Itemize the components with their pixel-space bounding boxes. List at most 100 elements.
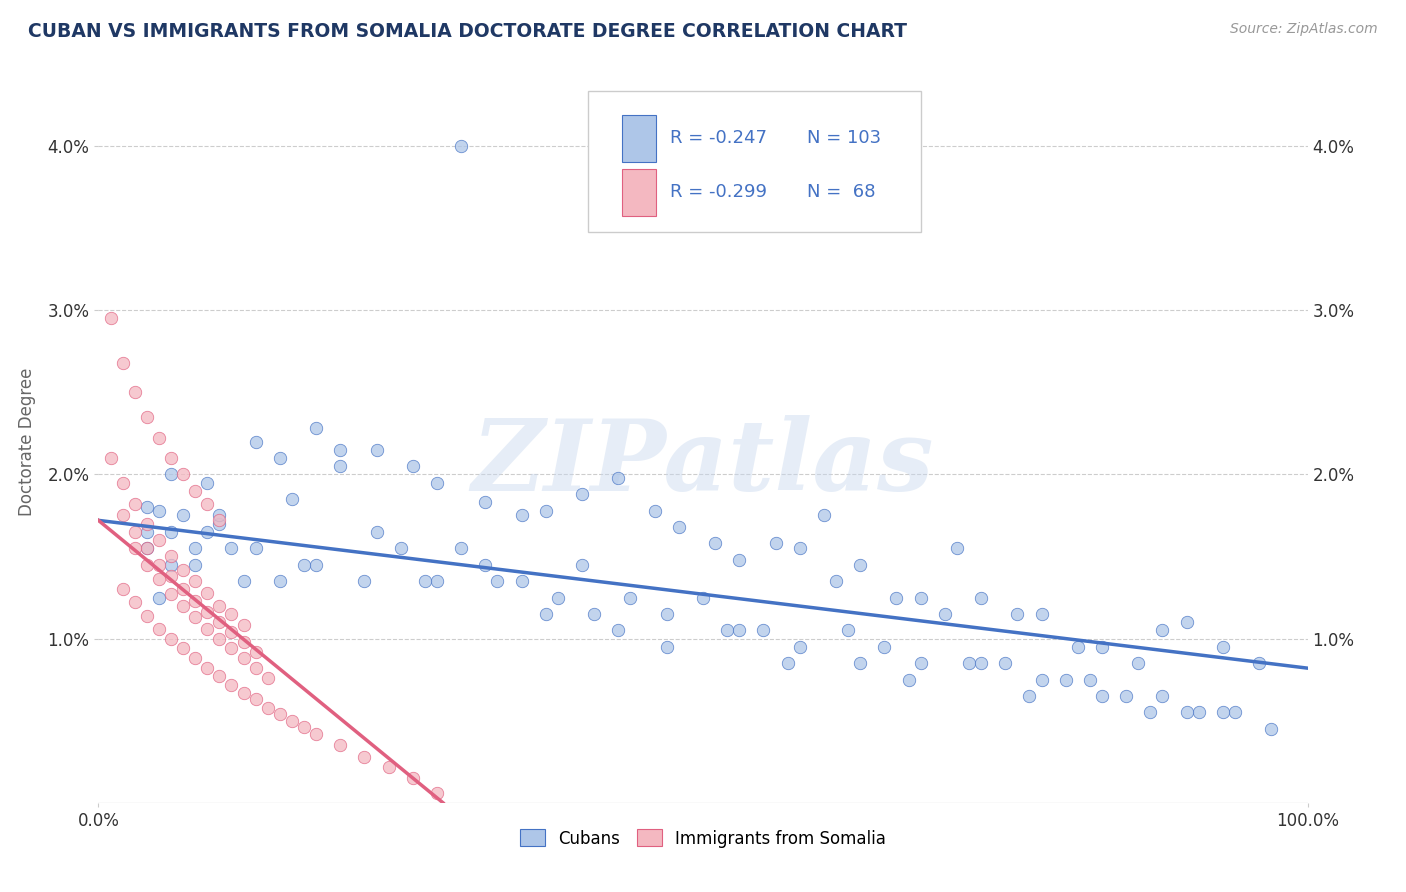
Point — [221, 607, 243, 621]
Point — [510, 574, 533, 588]
Point — [655, 607, 678, 621]
Point — [124, 595, 146, 609]
Point — [789, 640, 811, 654]
Point — [245, 434, 267, 449]
Point — [728, 624, 751, 638]
Point — [160, 524, 183, 539]
Point — [256, 671, 278, 685]
Legend: Cubans, Immigrants from Somalia: Cubans, Immigrants from Somalia — [512, 821, 894, 856]
Point — [1152, 689, 1174, 703]
Point — [135, 541, 157, 556]
Point — [1139, 706, 1161, 720]
Point — [160, 558, 183, 572]
Point — [1260, 722, 1282, 736]
Point — [655, 640, 678, 654]
Point — [486, 574, 509, 588]
Point — [402, 459, 425, 474]
Point — [100, 311, 122, 326]
Point — [148, 573, 170, 587]
Point — [172, 599, 194, 613]
Point — [534, 607, 557, 621]
Point — [607, 470, 630, 484]
Point — [208, 669, 231, 683]
Point — [135, 500, 157, 515]
Point — [256, 700, 278, 714]
Point — [184, 541, 207, 556]
Point — [1188, 706, 1211, 720]
Point — [148, 622, 170, 636]
Point — [571, 558, 593, 572]
Text: N =  68: N = 68 — [807, 183, 876, 202]
Text: CUBAN VS IMMIGRANTS FROM SOMALIA DOCTORATE DEGREE CORRELATION CHART: CUBAN VS IMMIGRANTS FROM SOMALIA DOCTORA… — [28, 22, 907, 41]
Point — [195, 524, 218, 539]
Point — [377, 760, 399, 774]
Point — [704, 536, 727, 550]
Point — [389, 541, 412, 556]
Point — [184, 558, 207, 572]
Point — [292, 720, 315, 734]
Point — [547, 591, 569, 605]
Point — [245, 645, 267, 659]
Point — [934, 607, 956, 621]
Point — [1115, 689, 1137, 703]
Point — [571, 487, 593, 501]
Point — [413, 574, 436, 588]
Point — [1175, 706, 1198, 720]
Point — [232, 618, 254, 632]
Point — [1091, 689, 1114, 703]
Point — [148, 558, 170, 572]
Point — [160, 549, 183, 564]
Point — [135, 524, 157, 539]
Point — [450, 541, 472, 556]
Point — [208, 599, 231, 613]
Point — [402, 771, 425, 785]
Point — [111, 475, 134, 490]
Point — [245, 541, 267, 556]
Point — [1175, 615, 1198, 630]
Point — [281, 491, 304, 506]
Point — [184, 610, 207, 624]
Point — [208, 615, 231, 630]
Point — [1212, 706, 1234, 720]
Point — [135, 541, 157, 556]
Point — [910, 657, 932, 671]
Point — [813, 508, 835, 523]
Point — [221, 641, 243, 656]
Point — [692, 591, 714, 605]
Point — [728, 553, 751, 567]
Point — [957, 657, 980, 671]
Point — [135, 516, 157, 531]
Point — [946, 541, 969, 556]
Point — [765, 536, 787, 550]
Point — [583, 607, 606, 621]
Point — [269, 707, 291, 722]
Point — [208, 516, 231, 531]
Point — [111, 508, 134, 523]
Point — [426, 786, 449, 800]
Point — [281, 714, 304, 728]
Point — [1212, 640, 1234, 654]
Point — [172, 563, 194, 577]
Point — [172, 508, 194, 523]
Point — [1091, 640, 1114, 654]
Text: Source: ZipAtlas.com: Source: ZipAtlas.com — [1230, 22, 1378, 37]
FancyBboxPatch shape — [621, 169, 655, 216]
Point — [910, 591, 932, 605]
Point — [135, 558, 157, 572]
Point — [970, 657, 993, 671]
Point — [148, 533, 170, 547]
Point — [994, 657, 1017, 671]
Point — [716, 624, 738, 638]
Point — [1152, 624, 1174, 638]
Point — [232, 651, 254, 665]
Point — [135, 608, 157, 623]
Point — [1031, 607, 1053, 621]
Point — [825, 574, 848, 588]
Point — [366, 524, 388, 539]
Point — [245, 692, 267, 706]
Point — [172, 467, 194, 482]
Point — [292, 558, 315, 572]
Point — [184, 651, 207, 665]
Point — [534, 503, 557, 517]
Point — [195, 661, 218, 675]
